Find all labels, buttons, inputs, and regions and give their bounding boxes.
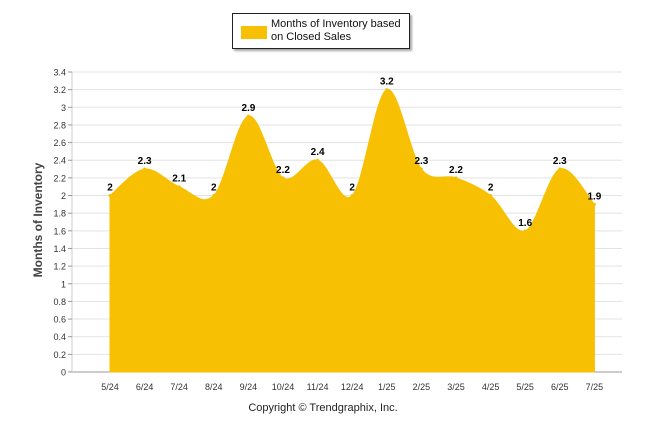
data-point	[419, 167, 423, 171]
y-tick-label: 2.4	[53, 156, 66, 166]
legend-swatch	[241, 26, 267, 39]
x-tick-label: 8/24	[205, 382, 223, 392]
data-point	[558, 167, 562, 171]
data-label: 2	[107, 183, 113, 194]
data-label: 2.2	[449, 165, 463, 176]
data-point	[592, 202, 596, 206]
data-label: 2.2	[276, 165, 290, 176]
x-tick-label: 12/24	[341, 382, 364, 392]
data-point	[108, 194, 112, 198]
y-tick-label: 0.2	[53, 350, 66, 360]
data-point	[246, 114, 250, 118]
x-tick-label: 1/25	[378, 382, 396, 392]
area-series-path	[109, 89, 595, 373]
x-tick-label: 11/24	[307, 382, 329, 392]
x-tick-label: 3/25	[447, 382, 465, 392]
data-point	[489, 194, 493, 198]
data-labels: 2 2.3 2.1 2 2.9 2.2 2.4 2 3.2 2.3 2.2 2 1.6 2.3 1.9	[107, 77, 602, 229]
data-label: 1.9	[587, 191, 601, 202]
legend: Months of Inventory based on Closed Sale…	[232, 13, 410, 49]
x-tick-label: 2/25	[413, 382, 431, 392]
x-tick-label: 6/25	[551, 382, 569, 392]
x-tick-label: 5/24	[101, 382, 119, 392]
x-tick-label: 7/24	[170, 382, 188, 392]
data-point	[177, 185, 181, 189]
y-tick-label: 3.4	[53, 68, 66, 78]
data-label: 2.1	[172, 174, 186, 185]
y-tick-label: 0.8	[53, 297, 66, 307]
y-tick-label: 0.4	[53, 332, 66, 342]
y-tick-label: 1.6	[53, 226, 66, 236]
copyright-text: Copyright © Trendgraphix, Inc.	[248, 402, 398, 414]
y-axis-label: Months of Inventory	[31, 162, 45, 277]
y-tick-label: 1.2	[53, 262, 66, 272]
data-label: 2.9	[241, 103, 255, 114]
data-point	[143, 167, 147, 171]
y-axis-ticks: 0 0.2 0.4 0.6 0.8 1 1.2 1.4 1.6 1.8 2 2.2 2.4 2.6 2.8 3…	[53, 68, 72, 378]
data-point	[281, 176, 285, 180]
y-tick-label: 0	[61, 368, 66, 378]
y-tick-label: 1.4	[53, 244, 66, 254]
data-point	[212, 194, 216, 198]
y-tick-label: 3.2	[53, 85, 66, 95]
y-tick-label: 2.6	[53, 138, 66, 148]
data-point	[454, 176, 458, 180]
data-point	[316, 158, 320, 162]
x-tick-label: 4/25	[482, 382, 500, 392]
y-tick-label: 2	[61, 191, 66, 201]
data-label: 2.3	[414, 156, 428, 167]
data-label: 2	[488, 183, 494, 194]
x-tick-label: 6/24	[136, 382, 154, 392]
y-tick-label: 1.8	[53, 209, 66, 219]
y-tick-label: 2.8	[53, 120, 66, 130]
data-label: 3.2	[380, 77, 394, 88]
x-tick-label: 9/24	[240, 382, 258, 392]
legend-label: Months of Inventory based on Closed Sale…	[271, 18, 401, 43]
y-tick-label: 1	[61, 279, 66, 289]
data-point	[385, 88, 389, 92]
data-label: 2.4	[311, 147, 325, 158]
y-tick-label: 3	[61, 103, 66, 113]
data-label: 2.3	[138, 156, 152, 167]
x-tick-label: 7/25	[586, 382, 604, 392]
y-tick-label: 2.2	[53, 173, 66, 183]
data-point	[350, 194, 354, 198]
x-axis-ticks: 5/24 6/24 7/24 8/24 9/24 10/24 11/24 12/24 1/25 2…	[101, 382, 603, 392]
x-tick-label: 10/24	[272, 382, 295, 392]
data-label: 2.3	[553, 156, 567, 167]
y-tick-label: 0.6	[53, 315, 66, 325]
data-point	[523, 229, 527, 233]
x-tick-label: 5/25	[516, 382, 534, 392]
data-label: 1.6	[518, 218, 532, 229]
data-label: 2	[349, 183, 355, 194]
data-label: 2	[211, 183, 217, 194]
series-area	[108, 88, 596, 373]
